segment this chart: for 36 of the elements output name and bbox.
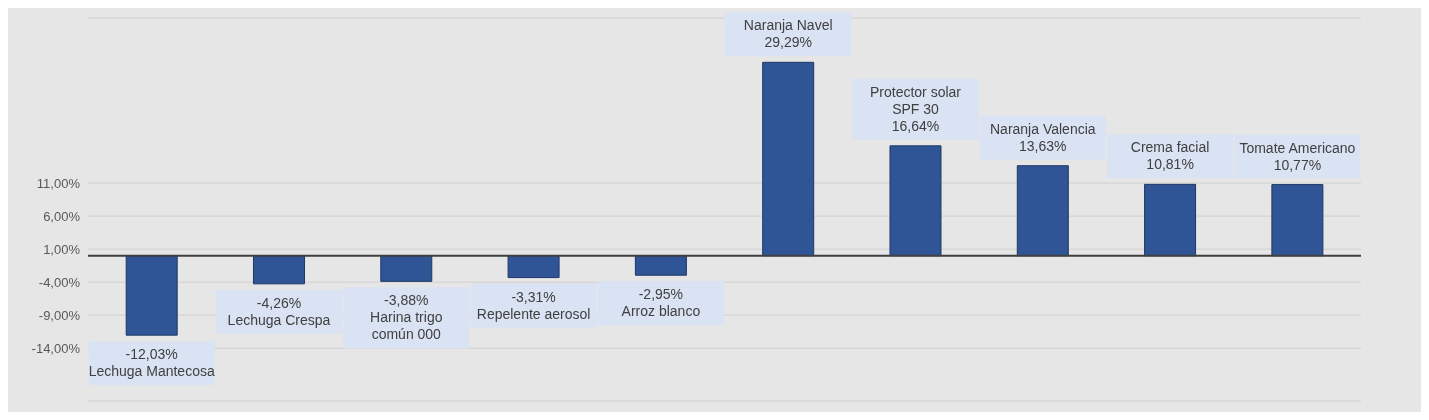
data-label: 13,63%: [1019, 137, 1067, 154]
y-tick-label: -14,00%: [31, 340, 81, 356]
x-tick-label: Lechuga Crespa: [227, 311, 331, 328]
data-label: 16,64%: [891, 117, 940, 134]
data-label: -3,88%: [384, 292, 429, 309]
x-tick-label: Crema facial: [1130, 139, 1210, 156]
x-tick-label: Tomate Americano: [1239, 139, 1356, 156]
bar: [507, 255, 560, 279]
x-tick-label: Naranja Valencia: [989, 120, 1096, 137]
bar: [1016, 165, 1069, 257]
data-label: 10,81%: [1146, 156, 1194, 173]
x-tick-label: Protector solar SPF 30: [869, 83, 962, 117]
data-label: -3,31%: [511, 288, 556, 305]
data-label: -4,26%: [256, 294, 302, 311]
x-tick-label: Repelente aerosol: [476, 305, 591, 322]
bar: [634, 255, 687, 276]
bar: [762, 61, 815, 257]
bar: [125, 255, 178, 336]
data-label: 29,29%: [764, 34, 812, 51]
x-tick-label: Naranja Navel: [743, 17, 833, 34]
data-label: -12,03%: [125, 346, 178, 363]
x-tick-label: Lechuga Mantecosa: [88, 363, 215, 380]
data-label: 10,77%: [1273, 156, 1322, 173]
y-tick-label: 11,00%: [36, 175, 81, 191]
y-tick-label: 1,00%: [43, 241, 81, 257]
bar: [380, 255, 433, 282]
y-tick-label: 6,00%: [43, 208, 81, 224]
x-tick-label: Harina trigo común 000: [370, 309, 443, 343]
bar: [252, 255, 305, 285]
y-tick-label: -9,00%: [38, 307, 81, 323]
x-tick-label: Arroz blanco: [621, 303, 701, 320]
data-label: -2,95%: [638, 286, 684, 303]
y-tick-label: -4,00%: [38, 274, 81, 290]
bar: [889, 145, 942, 257]
bar: [1144, 183, 1197, 257]
bar: [1271, 184, 1324, 257]
